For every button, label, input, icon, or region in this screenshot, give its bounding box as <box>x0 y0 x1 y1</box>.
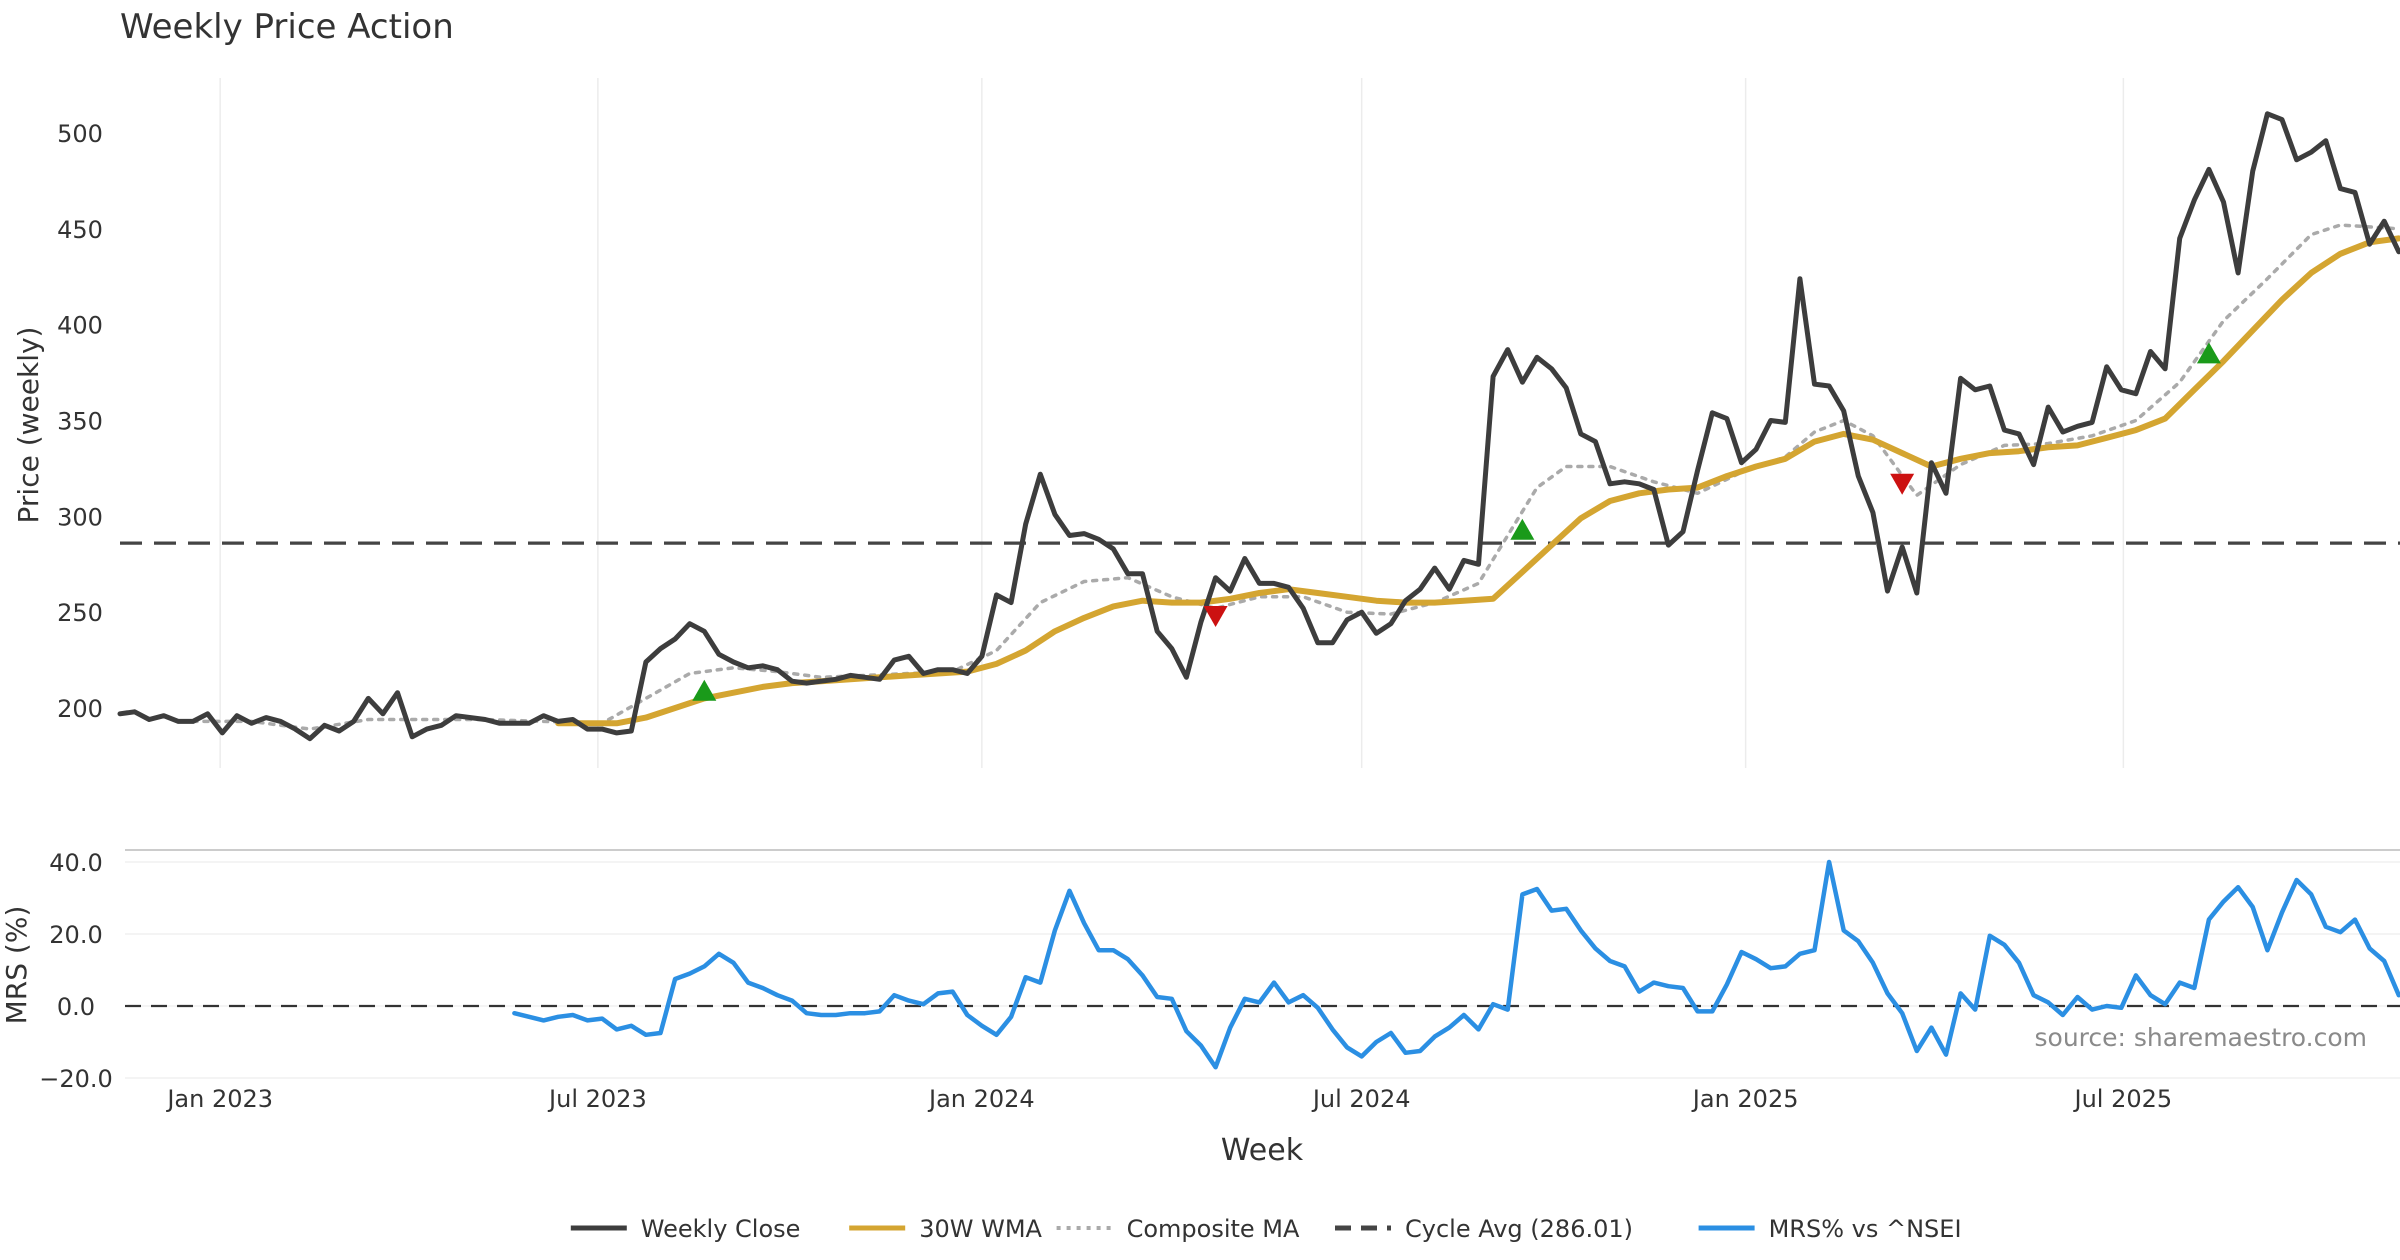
y-tick-label-mrs: 40.0 <box>49 849 102 877</box>
sell-signal-marker <box>1203 606 1228 627</box>
y-tick-label-price: 500 <box>57 120 103 148</box>
x-tick-label: Jul 2023 <box>547 1085 647 1113</box>
y-tick-label-mrs: −20.0 <box>39 1065 113 1093</box>
y-tick-label-mrs: 0.0 <box>57 993 95 1021</box>
source-annotation: source: sharemaestro.com <box>2035 1023 2368 1052</box>
legend-label: MRS% vs ^NSEI <box>1769 1215 1962 1243</box>
legend-label: Composite MA <box>1127 1215 1300 1243</box>
x-tick-label: Jul 2025 <box>2073 1085 2173 1113</box>
y-axis-label-price: Price (weekly) <box>12 327 45 524</box>
chart-title: Weekly Price Action <box>120 7 454 47</box>
legend-label: Cycle Avg (286.01) <box>1405 1215 1633 1243</box>
y-tick-label-price: 400 <box>57 312 103 340</box>
x-tick-label: Jan 2024 <box>927 1085 1035 1113</box>
legend-label: Weekly Close <box>641 1215 801 1243</box>
buy-signal-marker <box>1510 518 1535 540</box>
buy-signal-marker <box>692 679 717 701</box>
legend: Weekly Close 30W WMA Composite MA Cycle Avg… <box>570 1215 1962 1243</box>
x-tick-label: Jul 2024 <box>1311 1085 1411 1113</box>
x-axis-label: Week <box>1221 1133 1304 1168</box>
y-tick-label-price: 250 <box>57 599 103 627</box>
y-tick-label-price: 450 <box>57 216 103 244</box>
y-tick-label-price: 200 <box>57 695 103 723</box>
x-tick-label: Jan 2025 <box>1691 1085 1799 1113</box>
y-tick-label-price: 350 <box>57 408 103 436</box>
series-line-mrs-vs-nsei <box>512 859 2400 1070</box>
y-tick-label-mrs: 20.0 <box>49 921 102 949</box>
series-line-composite-ma <box>191 223 2400 731</box>
series-line-weekly-close <box>117 111 2400 742</box>
y-axis-label-mrs: MRS (%) <box>0 906 33 1025</box>
legend-label: 30W WMA <box>919 1215 1042 1243</box>
x-tick-label: Jan 2023 <box>165 1085 273 1113</box>
y-tick-label-price: 300 <box>57 503 103 531</box>
buy-signal-marker <box>2196 342 2221 364</box>
sell-signal-marker <box>1890 473 1915 495</box>
